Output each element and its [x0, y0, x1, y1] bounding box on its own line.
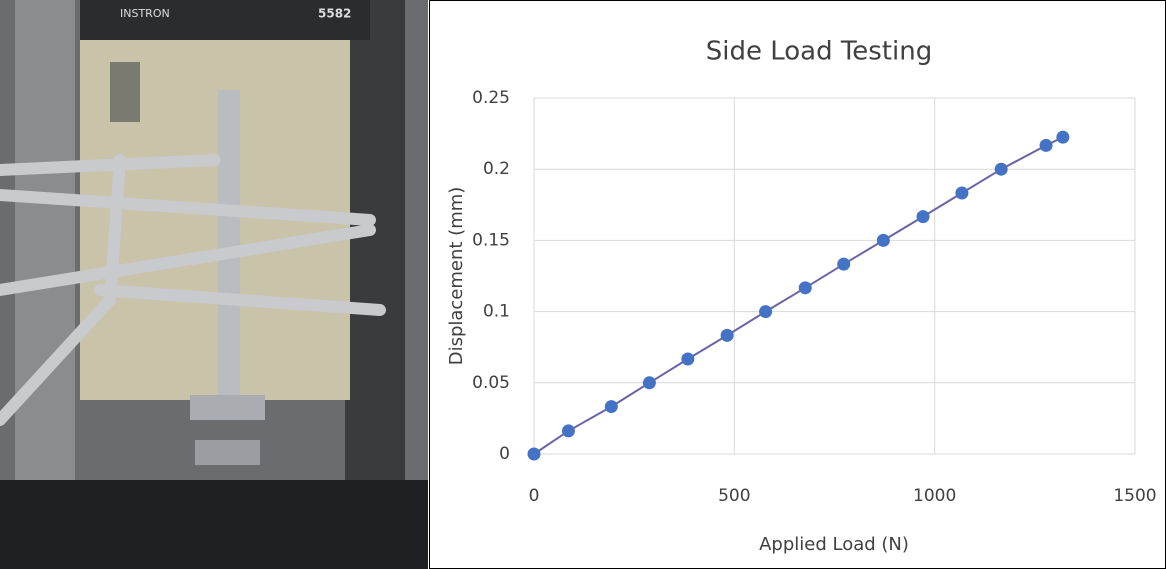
- photo: INSTRON 5582: [0, 0, 428, 569]
- y-tick-label: 0.15: [472, 230, 510, 250]
- machine-column: [345, 0, 405, 500]
- y-tick-label: 0: [499, 444, 510, 464]
- y-tick-label: 0.2: [483, 159, 510, 179]
- fixture: [195, 440, 260, 465]
- data-point: [562, 424, 575, 437]
- data-point: [1056, 131, 1069, 144]
- chart-frame: [430, 1, 1166, 569]
- fixture: [190, 395, 265, 420]
- data-point: [721, 329, 734, 342]
- data-point: [955, 186, 968, 199]
- switch-box: [110, 62, 140, 122]
- y-tick-label: 0.05: [472, 373, 510, 393]
- data-point: [995, 163, 1008, 176]
- x-tick-label: 1000: [913, 486, 956, 506]
- x-tick-label: 500: [718, 486, 750, 506]
- y-tick-label: 0.25: [472, 88, 510, 108]
- chart-title: Side Load Testing: [706, 37, 933, 67]
- data-point: [605, 400, 618, 413]
- data-point: [759, 305, 772, 318]
- data-point: [917, 210, 930, 223]
- base: [0, 480, 428, 569]
- data-point: [877, 234, 890, 247]
- y-axis-label: Displacement (mm): [446, 187, 467, 366]
- brand-label: INSTRON: [120, 7, 170, 20]
- x-axis-label: Applied Load (N): [759, 534, 909, 555]
- y-tick-label: 0.1: [483, 302, 510, 322]
- model-label: 5582: [318, 7, 351, 21]
- figure: INSTRON 5582 Side Load Testing Applied L…: [0, 0, 1166, 569]
- data-point: [1040, 139, 1053, 152]
- data-point: [837, 258, 850, 271]
- data-point: [528, 448, 541, 461]
- x-tick-label: 1500: [1113, 486, 1156, 506]
- data-point: [681, 353, 694, 366]
- page: INSTRON 5582 Side Load Testing Applied L…: [0, 0, 1166, 569]
- data-point: [643, 376, 656, 389]
- data-point: [799, 281, 812, 294]
- machine-column: [15, 0, 75, 500]
- x-tick-label: 0: [529, 486, 540, 506]
